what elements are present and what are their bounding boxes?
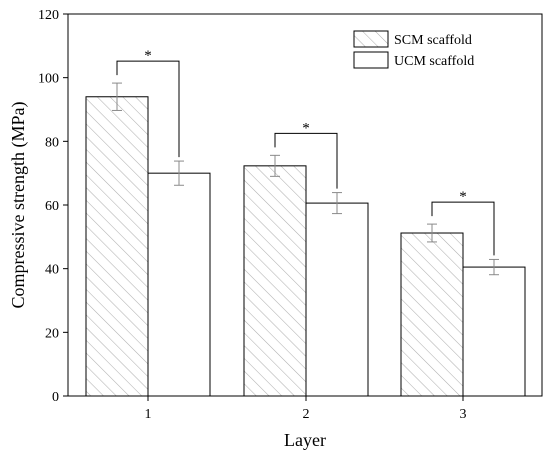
error-bar-scm-layer-1	[112, 82, 122, 111]
y-tick-label: 100	[38, 72, 59, 87]
significance-layer: * * *	[116, 48, 495, 256]
y-tick-label: 80	[45, 135, 59, 150]
bar-scm-layer-3	[400, 232, 464, 397]
legend-label-ucm: UCM scaffold	[394, 54, 474, 69]
y-tick-label: 60	[45, 199, 59, 214]
x-axis: 1 2 3	[145, 396, 467, 422]
significance-bracket-line	[431, 201, 495, 256]
legend: SCM scaffold UCM scaffold	[353, 30, 474, 69]
error-bar-scm-layer-2	[270, 154, 280, 177]
y-tick-label: 20	[45, 326, 59, 341]
bar-ucm-layer-3	[462, 266, 526, 397]
y-axis-title: Compressive strength (MPa)	[8, 102, 29, 309]
x-tick-label: 3	[460, 407, 467, 422]
bar-ucm-layer-1	[147, 172, 211, 397]
significance-bracket-line	[116, 60, 180, 158]
y-tick-label: 120	[38, 8, 59, 23]
y-tick-label: 40	[45, 263, 59, 278]
legend-label-scm: SCM scaffold	[394, 33, 472, 48]
bar-scm-layer-2	[243, 165, 307, 397]
x-tick-label: 2	[303, 407, 310, 422]
y-axis: 0 20 40 60 80 100 120	[38, 8, 68, 405]
legend-swatch-scm	[353, 30, 389, 48]
significance-star: *	[302, 120, 310, 136]
error-bar-ucm-layer-2	[332, 192, 342, 215]
significance-star: *	[459, 189, 467, 205]
error-bar-scm-layer-3	[427, 223, 437, 243]
significance-bracket-layer-3: *	[431, 189, 495, 256]
error-bars-layer	[112, 82, 499, 276]
y-tick-label: 0	[52, 390, 59, 405]
significance-bracket-layer-2: *	[274, 120, 338, 189]
significance-bracket-line	[274, 132, 338, 189]
error-bar-ucm-layer-3	[489, 258, 499, 276]
significance-star: *	[144, 48, 152, 64]
error-bar-ucm-layer-1	[174, 160, 184, 186]
x-tick-label: 1	[145, 407, 152, 422]
bar-scm-layer-1	[85, 96, 149, 397]
x-axis-title: Layer	[284, 430, 326, 450]
significance-bracket-layer-1: *	[116, 48, 180, 158]
bar-ucm-layer-2	[305, 202, 369, 397]
legend-swatch-ucm	[353, 51, 389, 69]
bars-layer	[85, 96, 526, 397]
